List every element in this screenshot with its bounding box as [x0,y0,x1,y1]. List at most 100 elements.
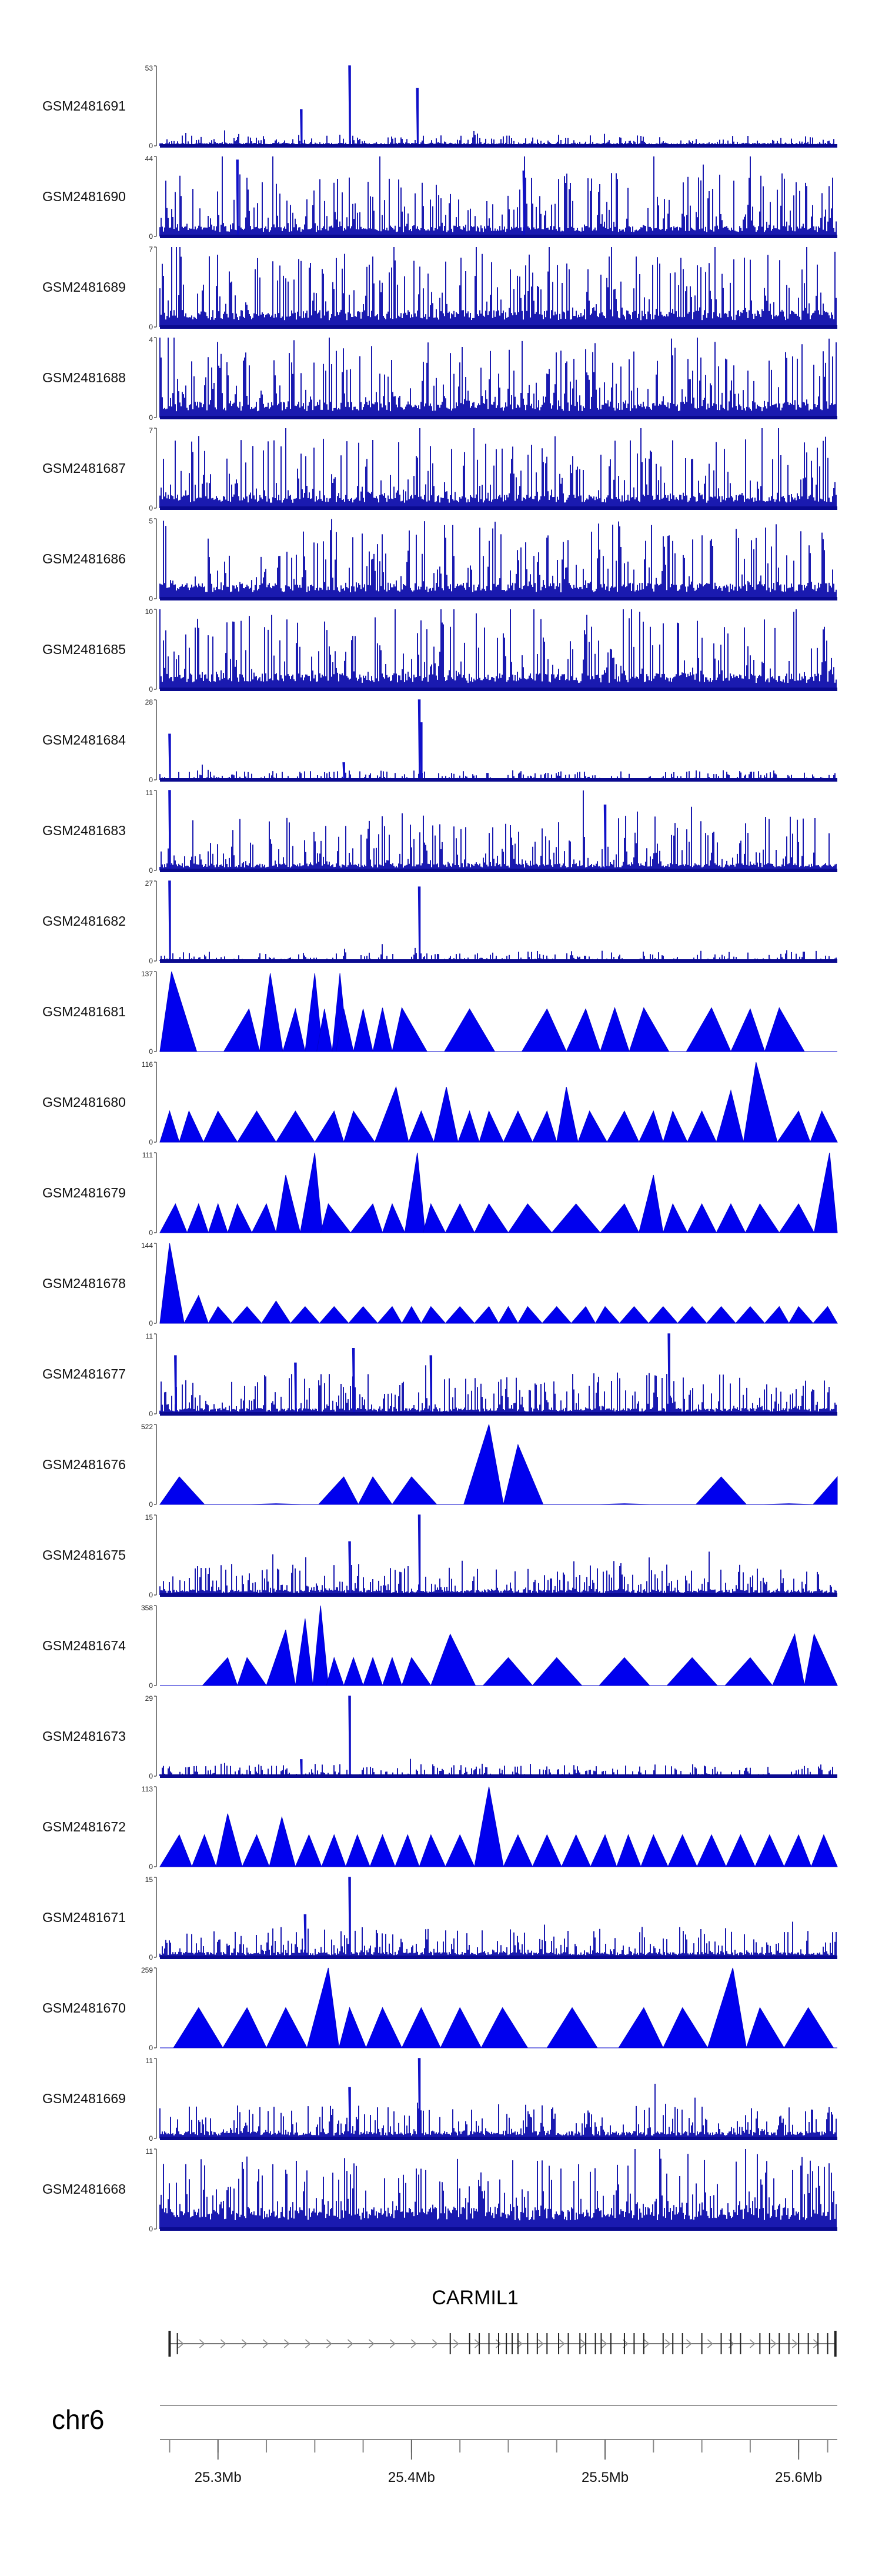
coverage-triangle [474,1203,509,1233]
coverage-triangle [546,2007,598,2048]
coverage-triangle [445,1834,475,1867]
gene-exon [798,2333,800,2354]
coverage-peak [342,762,345,780]
coverage-signal [159,428,837,508]
strand-arrow-icon [305,2339,311,2348]
track-GSM2481677: GSM2481677 11 0 [42,1332,837,1418]
coverage-triangle [716,1089,744,1143]
coverage-triangle [686,1007,731,1052]
coverage-triangle [556,1087,579,1143]
track-GSM2481675: GSM2481675 15 0 [42,1513,837,1599]
strand-arrow-icon [664,2339,671,2348]
track-ymax-label: 5 [149,517,153,525]
coverage-triangle [707,1967,747,2048]
coverage-triangle [744,1203,780,1233]
coverage-triangle [312,1605,329,1686]
coverage-triangle [503,1443,544,1505]
coverage-triangle [638,1110,664,1143]
coverage-triangle [551,1203,601,1233]
strand-arrow-icon [262,2339,269,2348]
coverage-triangle [667,1834,698,1867]
track-label: GSM2481679 [42,1185,126,1200]
gene-exon [558,2333,560,2354]
coverage-triangle [401,2007,442,2048]
coverage-peak [300,109,303,146]
coverage-triangle [159,1243,185,1324]
coverage-triangle [706,1306,737,1324]
track-ymin-label: 0 [149,1138,153,1146]
track-ymax-label: 113 [142,1785,153,1793]
track-ymin-label: 0 [149,866,153,875]
track-label: GSM2481687 [42,461,126,476]
gene-exon [506,2333,507,2354]
gene-exon [817,2333,819,2354]
track-ymax-label: 28 [145,698,153,706]
axis-tick-label: 25.6Mb [775,2470,822,2485]
coverage-signal [159,519,837,599]
strand-arrow-icon [178,2339,184,2348]
track-ymax-label: 4 [149,336,153,344]
track-label: GSM2481670 [42,2000,126,2016]
coverage-peak [294,1362,297,1414]
gene-exon [662,2333,664,2354]
coverage-triangle [725,1834,756,1867]
coverage-triangle [812,1306,838,1324]
coverage-triangle [730,1008,766,1052]
track-label: GSM2481683 [42,823,126,838]
coverage-triangle [365,2007,403,2048]
coverage-triangle [532,1657,583,1686]
coverage-triangle [345,1834,370,1867]
track-GSM2481690: GSM2481690 44 0 [42,155,837,241]
coverage-triangle [532,1110,557,1143]
coverage-triangle [343,1656,364,1686]
coverage-triangle [735,1306,766,1324]
coverage-peak [417,699,421,780]
coverage-triangle [743,1062,778,1143]
coverage-triangle [282,1007,306,1052]
coverage-triangle [202,1657,238,1686]
coverage-triangle [275,1174,301,1233]
coverage-signal [159,2084,837,2138]
strand-arrow-icon [283,2339,290,2348]
coverage-triangle [810,1834,838,1867]
track-ymax-label: 7 [149,245,153,253]
coverage-triangle [290,1306,320,1324]
coverage-triangle [590,1834,617,1867]
track-GSM2481683: GSM2481683 11 0 [42,789,837,875]
coverage-triangle [716,1203,746,1233]
track-ymin-label: 0 [149,2225,153,2233]
coverage-triangle [159,1110,180,1143]
coverage-triangle [503,1834,533,1867]
coverage-triangle [480,2007,529,2048]
coverage-peak [348,65,351,146]
coverage-triangle [507,1203,553,1233]
track-GSM2481672: GSM2481672 113 0 [42,1785,838,1871]
track-ymax-label: 15 [145,1513,153,1521]
gene-exon [536,2333,538,2354]
coverage-triangle [804,1633,838,1686]
coverage-triangle [779,1203,815,1233]
strand-arrow-icon [347,2339,353,2348]
coverage-triangle [372,1007,393,1052]
coverage-triangle [266,1629,296,1686]
gene-exon [779,2333,780,2354]
coverage-triangle [433,1087,459,1143]
track-ymin-label: 0 [149,1410,153,1418]
coverage-triangle [479,1110,505,1143]
strand-arrow-icon [432,2339,438,2348]
coverage-peak [348,1541,351,1596]
track-ymax-label: 7 [149,426,153,435]
coverage-triangle [259,973,283,1052]
track-label: GSM2481676 [42,1457,126,1472]
coverage-signal [159,2149,837,2229]
track-label: GSM2481674 [42,1638,126,1653]
gene-exon [546,2333,548,2354]
track-ymin-label: 0 [149,2044,153,2052]
coverage-triangle [353,1009,373,1052]
track-GSM2481681: GSM2481681 137 0 [42,970,837,1056]
coverage-triangle [788,1306,814,1324]
strand-arrow-icon [453,2339,459,2348]
coverage-triangle [724,1657,773,1686]
coverage-triangle [606,1110,640,1143]
coverage-signal [159,1921,837,1957]
